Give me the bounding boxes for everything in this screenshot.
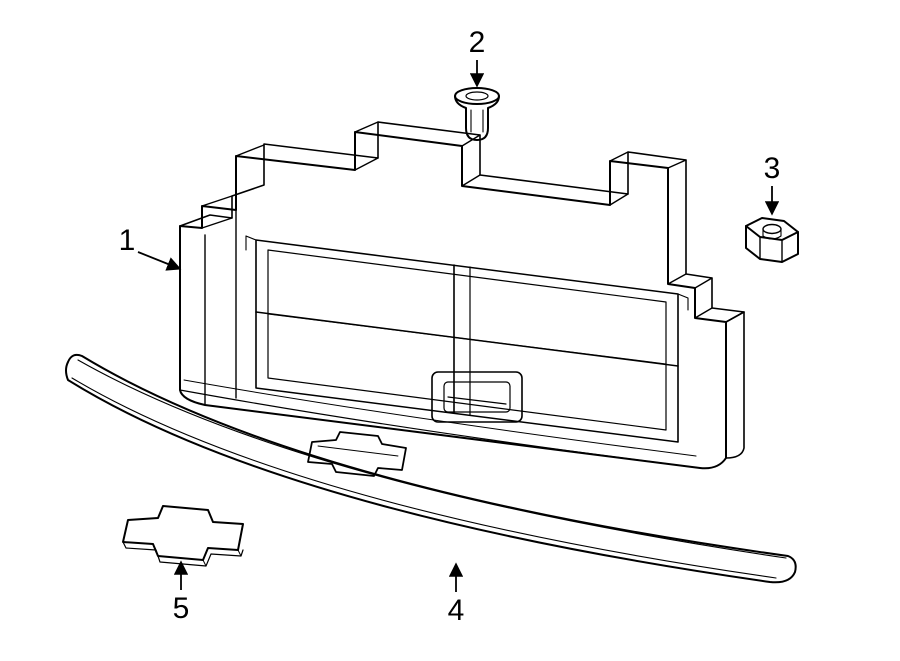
- bowtie-emblem: [123, 506, 243, 566]
- callout-label-1: 1: [119, 224, 136, 257]
- callouts: 1 2 3 4 5: [119, 26, 781, 627]
- callout-label-4: 4: [448, 594, 465, 627]
- exploded-parts-diagram: 1 2 3 4 5: [0, 0, 900, 661]
- hex-nut: [746, 218, 798, 262]
- callout-label-2: 2: [469, 26, 486, 59]
- grille-molding-bar: [66, 355, 796, 582]
- callout-label-5: 5: [173, 592, 190, 625]
- grille-assembly: [180, 122, 744, 468]
- callout-label-3: 3: [764, 152, 781, 185]
